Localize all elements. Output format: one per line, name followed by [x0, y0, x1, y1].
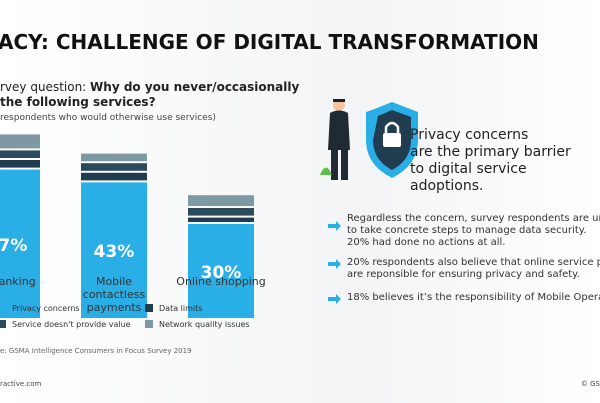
bar-segment	[81, 182, 147, 318]
callout-line: to digital service adoptions.	[410, 161, 527, 194]
legend-label: Service doesn't provide value	[12, 320, 131, 329]
bullet-line: are reponsible for ensuring privacy and …	[347, 269, 580, 280]
question-note: respondents who would otherwise use serv…	[0, 113, 216, 123]
legend-label: Data limits	[159, 304, 203, 313]
legend-item: Network quality issues	[145, 320, 250, 329]
footer: ractive.com	[0, 380, 42, 388]
legend-swatch	[0, 304, 6, 312]
callout-line: are the primary barrier	[410, 144, 571, 160]
legend-swatch	[145, 304, 153, 312]
callout: Privacy concerns are the primary barrier t…	[410, 127, 600, 195]
bar-segment	[81, 172, 147, 181]
bar-segment	[188, 217, 254, 222]
bullet-line: 20% respondents also believe that online…	[347, 257, 600, 268]
bullet-line: 20% had done no actions at all.	[347, 237, 506, 248]
bar-segment	[188, 195, 254, 206]
bullet-line: to take concrete steps to manage data se…	[347, 225, 587, 236]
legend-label: Network quality issues	[159, 320, 250, 329]
source: e: GSMA Intelligence Consumers in Focus …	[0, 347, 192, 355]
value-label: 30%	[201, 263, 242, 283]
bullet: Regardless the concern, survey responden…	[347, 213, 600, 249]
legend-item: Data limits	[145, 304, 202, 313]
legend-item: Privacy concerns	[0, 304, 80, 313]
question-line: Why do you never/occasionally	[90, 80, 300, 94]
bar-segment	[0, 150, 40, 158]
question: rvey question: Why do you never/occasion…	[0, 80, 299, 94]
bullet-line: Regardless the concern, survey responden…	[347, 213, 600, 224]
slide-title: ACY: CHALLENGE OF DIGITAL TRANSFORMATION	[0, 30, 539, 54]
bar-segment	[81, 153, 147, 162]
privacy-icon	[320, 99, 418, 180]
bullet: 20% respondents also believe that online…	[347, 257, 600, 281]
bullet: 18% believes it’s the responsibility of …	[347, 292, 600, 304]
legend-swatch	[145, 320, 153, 328]
value-label: 47%	[0, 236, 27, 256]
legend-swatch	[0, 320, 6, 328]
legend-item: Service doesn't provide value	[0, 320, 131, 329]
bar-segment	[0, 160, 40, 168]
bar-segment	[0, 134, 40, 149]
bar-segment	[0, 169, 40, 318]
bullet-arrows	[328, 221, 341, 304]
x-tick-label: le banking	[0, 275, 36, 288]
bar-segment	[81, 163, 147, 171]
question-line: the following services?	[0, 95, 156, 109]
x-tick-label: Online shopping	[176, 275, 266, 288]
callout-line: Privacy concerns	[410, 127, 529, 143]
bullet-line: 18% believes it’s the responsibility of …	[347, 292, 600, 303]
bar-segment	[188, 208, 254, 216]
value-label: 43%	[94, 242, 135, 262]
bar-segment	[188, 224, 254, 318]
x-tick-label: Mobile contactless payments	[82, 275, 146, 314]
legend-label: Privacy concerns	[12, 304, 80, 313]
footer: © GS	[580, 380, 600, 388]
question-prefix: rvey question:	[0, 80, 91, 94]
